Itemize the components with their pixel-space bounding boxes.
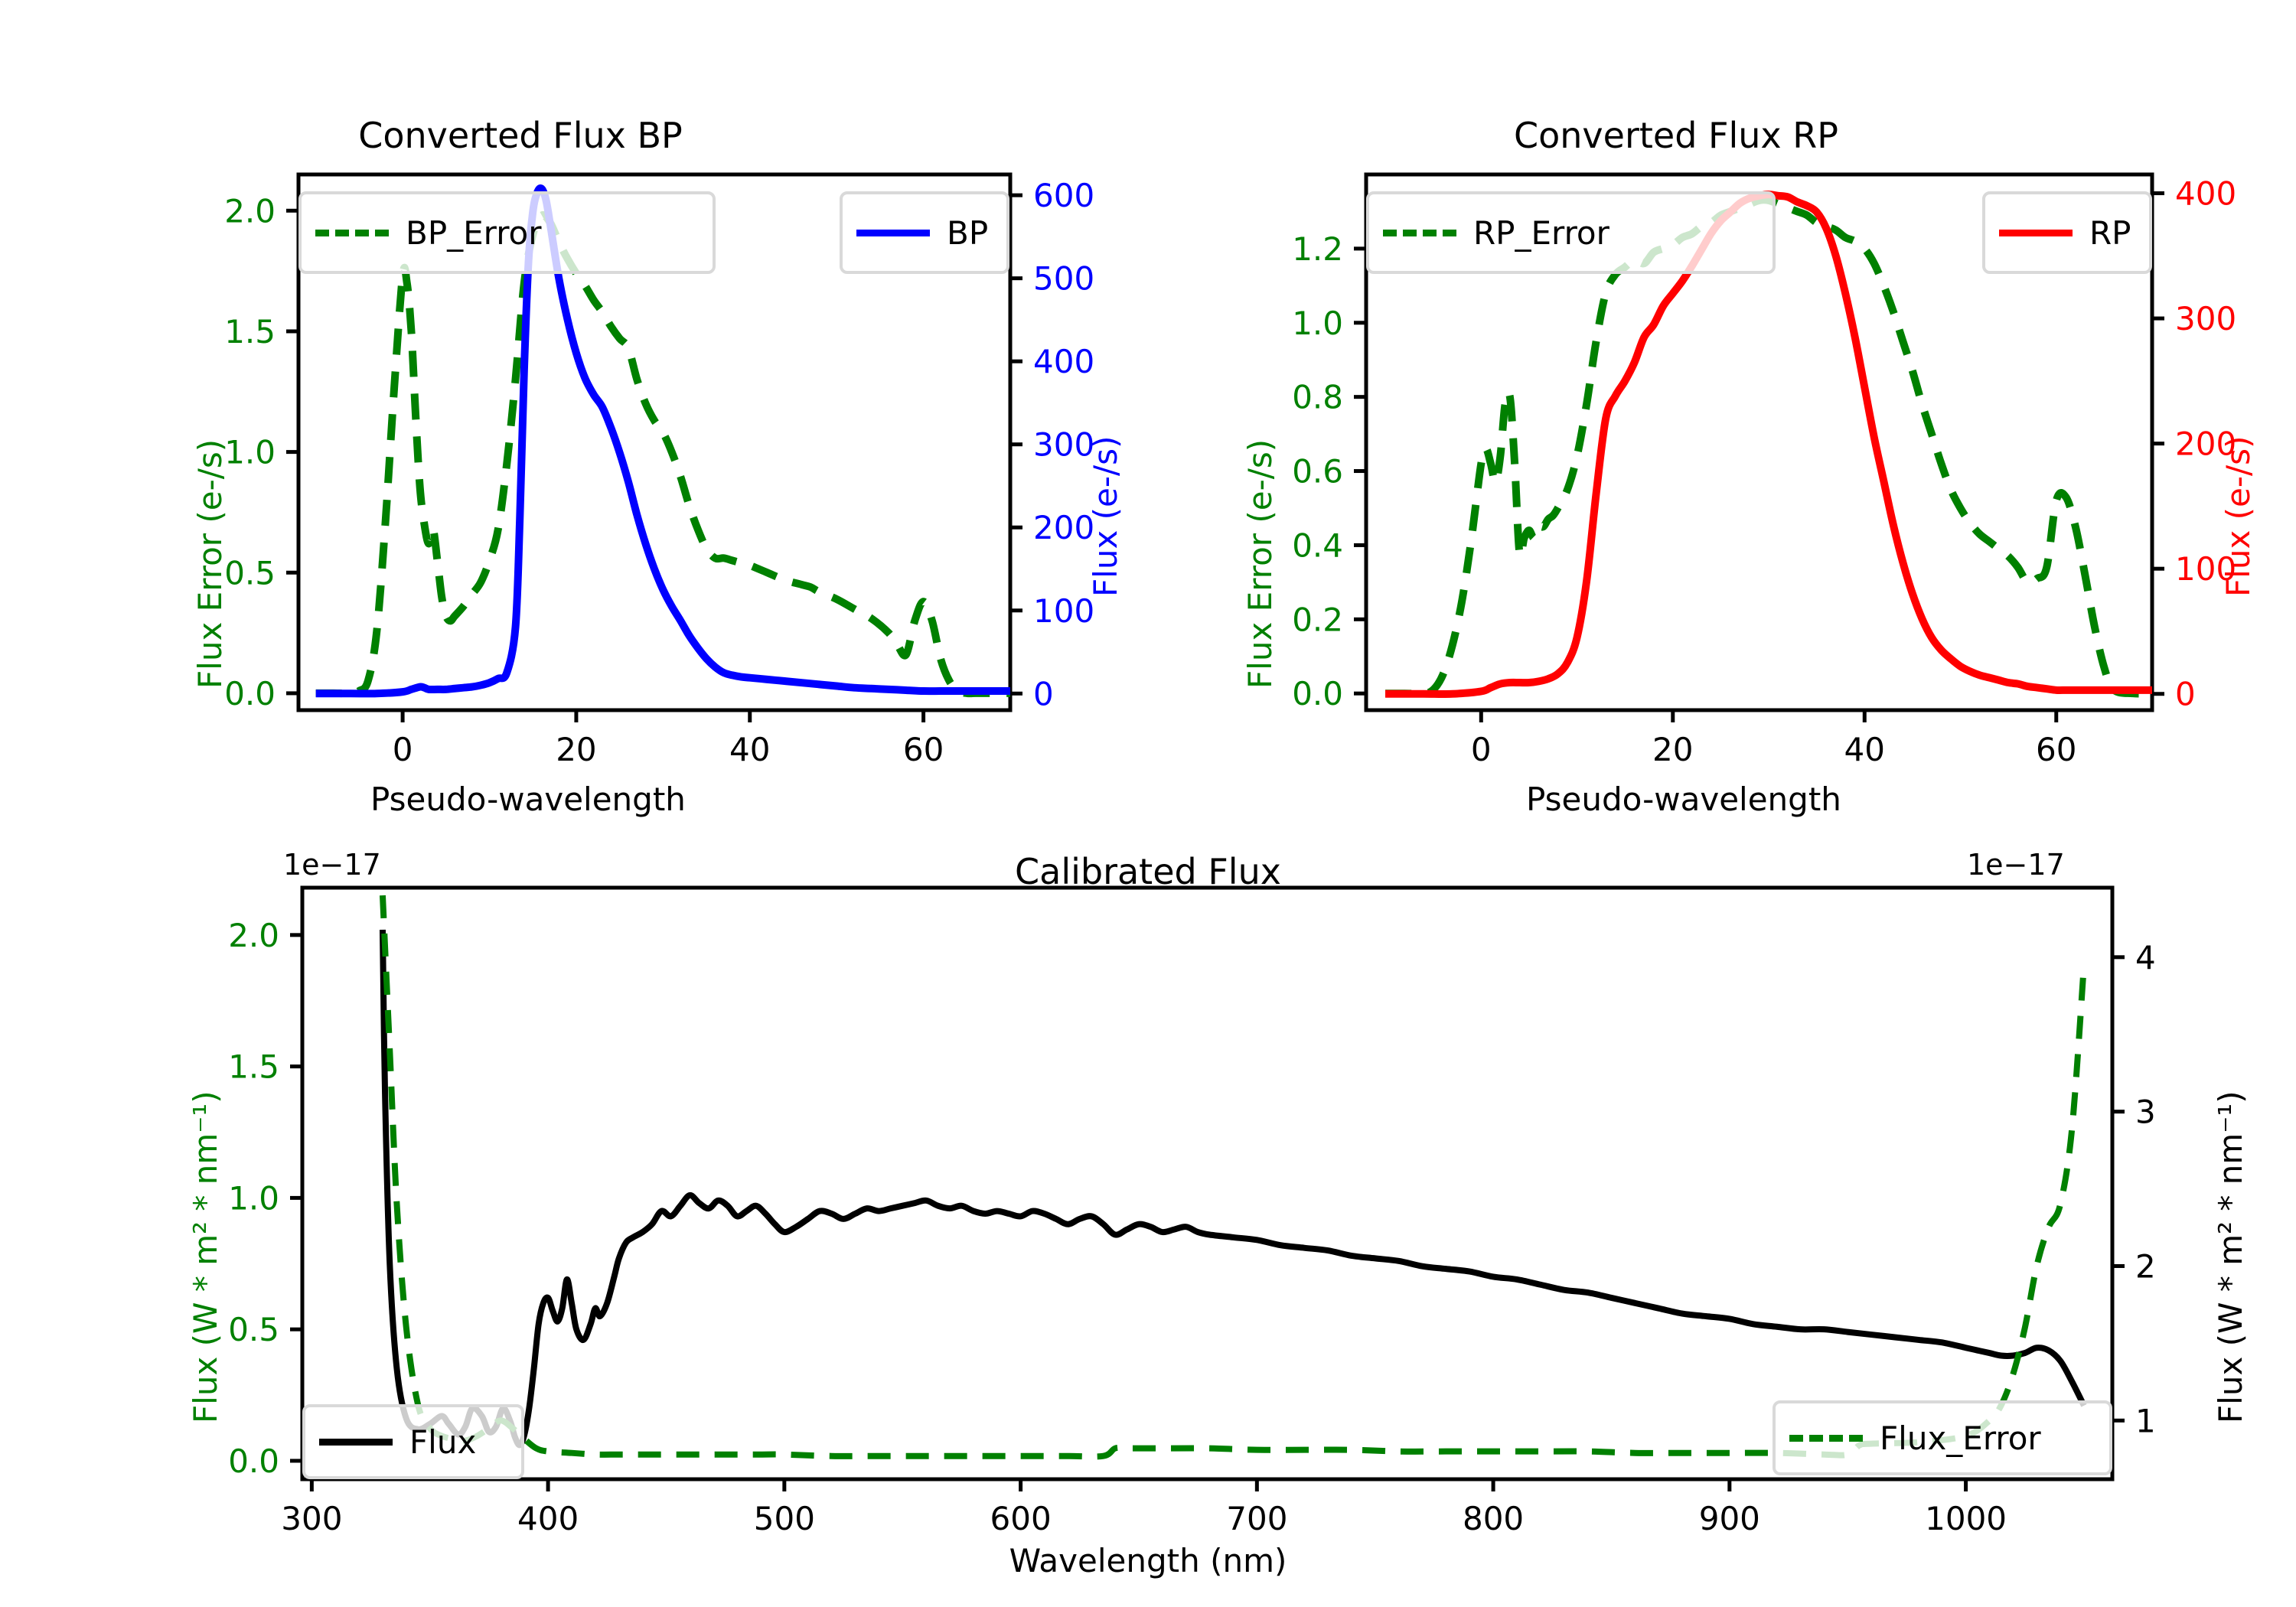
rp-plot-canvas: 0 20 40 60 0.0 0.2 0.4 0.6 0.8 1.0 1.2 0 100 200 300 40… [1292,172,2236,768]
y-tick-label-left: 1.5 [228,1048,279,1086]
y-tick-label-right: 600 [1033,177,1094,214]
series-bp_error [315,211,1010,698]
cal-y-right-offset: 1e−17 [1967,848,2065,882]
x-tick-label: 40 [729,731,770,768]
cal-flux-error-legend-swatch [1789,1434,1863,1442]
rp-legend-error[interactable]: RP_Error [1366,191,1776,274]
y-tick-label-right: 0 [1033,675,1054,712]
bp-panel-title: Converted Flux BP [358,115,683,156]
bp-legend-flux[interactable]: BP [840,191,1009,274]
y-tick-label-left: 0.6 [1292,453,1343,491]
y-tick-label-left: 1.0 [224,434,276,471]
rp-flux-legend-swatch [1999,229,2073,236]
y-tick-label-right: 0 [2175,676,2196,713]
x-tick-label: 300 [281,1500,342,1537]
x-tick-label: 1000 [1925,1500,2007,1537]
series-rp_error [1385,196,2152,698]
y-tick-label-left: 0.0 [1292,675,1343,712]
bp-flux-legend-label: BP [947,214,989,252]
y-tick-label-left: 0.8 [1292,379,1343,416]
y-tick-label-left: 1.2 [1292,230,1343,268]
bp-error-legend-label: BP_Error [406,214,542,252]
y-tick-label-right: 4 [2135,939,2156,976]
y-tick-label-right: 3 [2135,1094,2156,1131]
y-tick-label-left: 0.2 [1292,601,1343,638]
series-bp [315,184,1010,698]
series-flux_error [379,895,2087,1460]
cal-panel-title: Calibrated Flux [1015,851,1281,892]
rp-error-legend-label: RP_Error [1473,214,1609,252]
y-tick-label-left: 0.5 [228,1311,279,1348]
y-tick-label-left: 0.4 [1292,526,1343,564]
y-tick-label-right: 200 [2175,425,2236,463]
bp-plot-canvas: 0 20 40 60 0.0 0.5 1.0 1.5 2.0 0 100 200 300 400 500 60… [224,172,1094,768]
y-tick-label-left: 2.0 [224,192,276,230]
panel-calibrated-flux: Calibrated Flux 1e−17 1e−17 Flux (W * m²… [0,811,2296,1607]
rp-error-legend-swatch [1383,229,1456,236]
x-tick-label: 500 [754,1500,815,1537]
panel-converted-flux-bp: Converted Flux BP Flux Error (e-/s) Flux… [0,0,1148,818]
panel-converted-flux-rp: Converted Flux RP Flux Error (e-/s) Flux… [1148,0,2296,818]
rp-flux-legend-label: RP [2089,214,2131,252]
cal-y-left-offset: 1e−17 [283,848,381,882]
bp-x-axis-label: Pseudo-wavelength [370,781,686,818]
y-tick-label-right: 400 [2175,175,2236,213]
y-tick-label-right: 400 [1033,343,1094,380]
cal-legend-flux[interactable]: Flux [302,1404,524,1479]
cal-plot-canvas: 300 400 500 600 700 800 900 1000 0.0 0.5 1.0 1.5 2.0… [228,885,2156,1537]
y-tick-label-left: 1.0 [1292,305,1343,342]
y-tick-label-left: 0.0 [224,675,276,712]
x-tick-label: 700 [1226,1500,1287,1537]
y-tick-label-right: 300 [1033,426,1094,464]
cal-legend-flux-error[interactable]: Flux_Error [1773,1400,2112,1475]
series-flux [379,929,2087,1449]
y-tick-label-left: 1.0 [228,1179,279,1217]
x-tick-label: 800 [1463,1500,1524,1537]
x-tick-label: 40 [1844,731,1885,768]
bp-flux-legend-swatch [856,229,930,236]
cal-flux-legend-label: Flux [409,1423,477,1461]
rp-x-axis-label: Pseudo-wavelength [1526,781,1841,818]
x-tick-label: 20 [1652,731,1693,768]
x-tick-label: 20 [556,731,596,768]
cal-flux-error-legend-label: Flux_Error [1880,1419,2041,1457]
y-tick-label-right: 300 [2175,300,2236,337]
x-tick-label: 60 [903,731,944,768]
series-rp [1385,191,2152,698]
rp-panel-title: Converted Flux RP [1514,115,1838,156]
y-tick-label-right: 1 [2135,1402,2156,1439]
x-tick-label: 60 [2036,731,2076,768]
rp-legend-flux[interactable]: RP [1982,191,2152,274]
y-tick-label-left: 0.5 [224,554,276,592]
y-tick-label-left: 0.0 [228,1442,279,1480]
cal-flux-legend-swatch [319,1438,393,1446]
y-tick-label-right: 100 [2175,550,2236,588]
x-tick-label: 600 [990,1500,1052,1537]
x-tick-label: 0 [1471,731,1492,768]
y-tick-label-left: 1.5 [224,313,276,350]
x-tick-label: 400 [517,1500,579,1537]
y-tick-label-right: 2 [2135,1247,2156,1285]
bp-legend-error[interactable]: BP_Error [298,191,716,274]
y-tick-label-right: 100 [1033,592,1094,630]
y-tick-label-right: 200 [1033,509,1094,546]
y-tick-label-right: 500 [1033,260,1094,298]
y-tick-label-left: 2.0 [228,917,279,954]
cal-x-axis-label: Wavelength (nm) [1009,1542,1287,1579]
bp-error-legend-swatch [315,229,389,236]
x-tick-label: 900 [1699,1500,1760,1537]
x-tick-label: 0 [393,731,413,768]
